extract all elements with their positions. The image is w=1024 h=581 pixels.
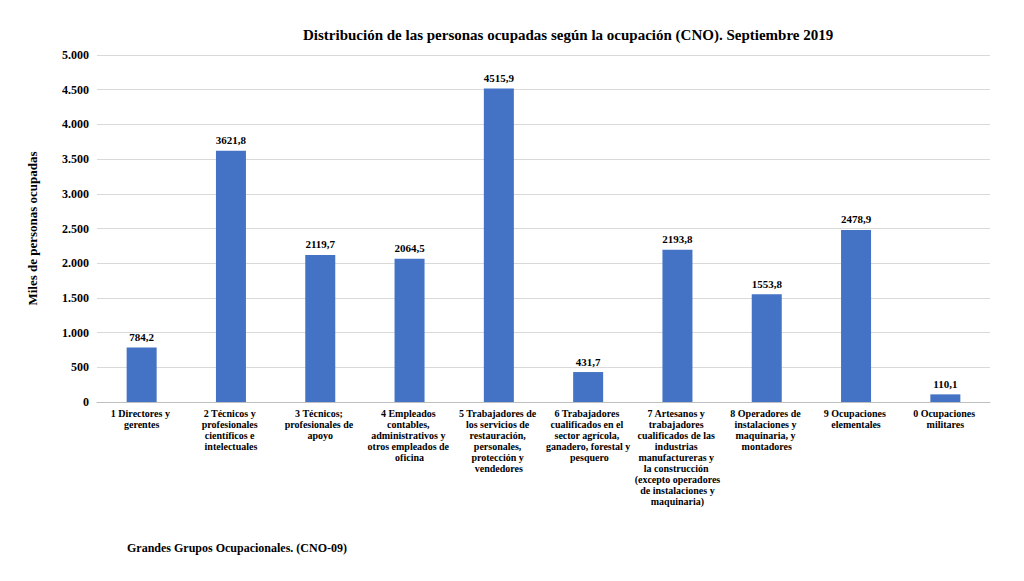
svg-text:los servicios de: los servicios de — [466, 419, 532, 430]
svg-text:4.000: 4.000 — [62, 117, 89, 131]
svg-text:1 Directores y: 1 Directores y — [111, 408, 173, 419]
svg-text:5 Trabajadores de: 5 Trabajadores de — [459, 408, 539, 419]
svg-text:de instalaciones y: de instalaciones y — [638, 485, 717, 496]
svg-text:3.000: 3.000 — [62, 187, 89, 201]
svg-text:8 Operadores de: 8 Operadores de — [730, 408, 803, 419]
svg-text:maquinaria, y: maquinaria, y — [735, 430, 798, 441]
svg-text:científicos e: científicos e — [205, 430, 257, 441]
svg-text:431,7: 431,7 — [576, 356, 601, 368]
svg-text:industrias: industrias — [655, 441, 700, 452]
svg-text:1.500: 1.500 — [62, 291, 89, 305]
svg-text:500: 500 — [71, 360, 89, 374]
svg-text:2.000: 2.000 — [62, 256, 89, 270]
svg-text:apoyo: apoyo — [307, 430, 333, 441]
svg-text:contables,: contables, — [387, 419, 432, 430]
svg-text:la construcción: la construcción — [644, 463, 711, 474]
svg-text:Distribución de las personas o: Distribución de las personas ocupadas se… — [303, 27, 833, 44]
svg-text:otros empleados de: otros empleados de — [368, 441, 452, 452]
svg-text:montadores: montadores — [742, 441, 792, 452]
svg-text:0: 0 — [83, 395, 89, 409]
svg-text:0 Ocupaciones: 0 Ocupaciones — [913, 408, 977, 419]
svg-text:administrativos y: administrativos y — [371, 430, 448, 441]
svg-text:(excepto operadores: (excepto operadores — [634, 474, 721, 485]
svg-text:9 Ocupaciones: 9 Ocupaciones — [824, 408, 888, 419]
svg-text:ganadero, forestal y: ganadero, forestal y — [546, 441, 630, 452]
svg-text:1.000: 1.000 — [62, 326, 89, 340]
svg-text:4 Empleados: 4 Empleados — [381, 408, 438, 419]
svg-text:3621,8: 3621,8 — [216, 134, 247, 146]
svg-text:militares: militares — [927, 419, 965, 430]
svg-text:cualificados de las: cualificados de las — [638, 430, 718, 441]
svg-text:110,1: 110,1 — [933, 378, 957, 390]
svg-text:manufactureras y: manufactureras y — [638, 452, 716, 463]
svg-text:maquinaria): maquinaria) — [651, 496, 704, 508]
svg-text:3 Técnicos;: 3 Técnicos; — [295, 408, 345, 419]
svg-text:personales,: personales, — [474, 441, 524, 452]
svg-text:784,2: 784,2 — [129, 331, 154, 343]
svg-text:protección y: protección y — [471, 452, 526, 463]
svg-text:profesionales: profesionales — [202, 419, 260, 430]
svg-text:2119,7: 2119,7 — [305, 238, 335, 250]
svg-text:vendedores: vendedores — [475, 463, 523, 474]
svg-text:intelectuales: intelectuales — [205, 441, 258, 452]
svg-text:2 Técnicos y: 2 Técnicos y — [204, 408, 259, 419]
svg-text:1553,8: 1553,8 — [752, 278, 783, 290]
svg-text:instalaciones y: instalaciones y — [735, 419, 799, 430]
svg-text:profesionales de: profesionales de — [285, 419, 356, 430]
svg-text:4.500: 4.500 — [62, 83, 89, 97]
svg-text:restauración,: restauración, — [469, 430, 528, 441]
svg-text:elementales: elementales — [831, 419, 881, 430]
svg-text:oficina: oficina — [395, 452, 424, 463]
svg-text:2064,5: 2064,5 — [394, 242, 425, 254]
svg-text:pesquero: pesquero — [568, 452, 609, 463]
svg-text:7 Artesanos y: 7 Artesanos y — [648, 408, 708, 419]
svg-text:4515,9: 4515,9 — [484, 72, 515, 84]
svg-text:sector agrícola,: sector agrícola, — [555, 430, 622, 441]
svg-text:3.500: 3.500 — [62, 152, 89, 166]
svg-text:6 Trabajadores: 6 Trabajadores — [555, 408, 622, 419]
svg-text:Miles de personas ocupadas: Miles de personas ocupadas — [25, 151, 40, 305]
svg-text:cualificados en el: cualificados en el — [551, 419, 626, 430]
svg-text:5.000: 5.000 — [62, 48, 89, 62]
svg-text:gerentes: gerentes — [124, 419, 159, 430]
svg-text:trabajadores: trabajadores — [649, 419, 706, 430]
svg-text:2.500: 2.500 — [62, 222, 89, 236]
svg-text:Grandes Grupos Ocupacionales.: Grandes Grupos Ocupacionales. (CNO-09) — [127, 541, 347, 555]
svg-text:2193,8: 2193,8 — [662, 233, 693, 245]
svg-text:2478,9: 2478,9 — [841, 213, 872, 225]
